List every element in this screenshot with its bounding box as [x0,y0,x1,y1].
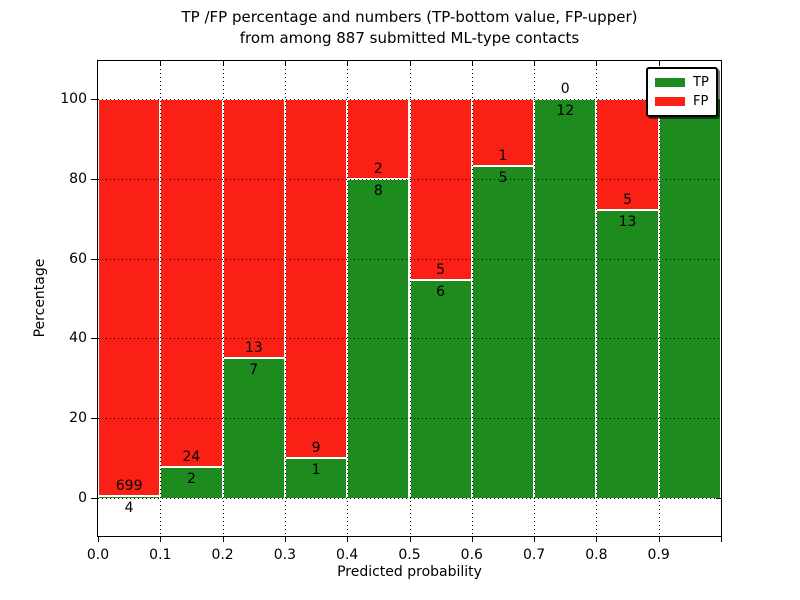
x-axis-tick [160,537,162,542]
x-tick-label: 0.3 [273,547,297,563]
legend-item-tp: TP [655,73,710,92]
bar-tp-count-label: 1 [311,462,321,479]
legend-label-fp: FP [693,94,709,109]
bar-tp-count-label: 4 [124,499,134,516]
bar-tp-segment [222,358,285,498]
gridline-vertical [596,61,598,536]
bar-tp-segment [471,165,535,498]
x-axis-tick [596,537,598,542]
bar-tp-count-label: 13 [618,213,637,230]
x-tick-label: 0.2 [211,547,234,563]
x-tick-label: 0.0 [86,547,110,563]
legend: TP FP [646,67,718,117]
x-tick-label: 0.4 [336,547,359,563]
legend-swatch-fp-icon [655,97,685,106]
y-tick-label: 60 [69,250,87,267]
x-axis-tick [98,537,99,542]
y-axis-tick [91,498,97,499]
gridline-vertical [347,61,349,536]
x-axis-tick [222,537,224,542]
x-axis-tick [534,537,536,542]
chart-title: TP /FP percentage and numbers (TP-bottom… [97,7,722,49]
x-axis-tick [409,537,411,542]
gridline-vertical [284,61,286,536]
y-axis-tick [91,258,97,260]
x-axis-tick [284,537,286,542]
bar-tp-count-label: 5 [498,169,508,186]
bar-tp-segment [284,458,348,498]
x-axis-tick [347,537,349,542]
gridline-vertical [658,61,660,536]
bar-tp-count-label: 12 [556,103,575,119]
legend-label-tp: TP [693,75,709,90]
bar-fp-count-label: 5 [623,191,633,208]
bar-fp-segment [98,99,161,496]
plot-area: TP FP 699424213791285615012513071 [97,60,722,537]
x-axis-label: Predicted probability [337,564,482,580]
bar-tp-segment [596,209,659,498]
bar-fp-segment [284,99,348,459]
x-tick-label: 0.6 [460,547,483,563]
bar-fp-segment [160,99,223,468]
y-axis-tick [91,99,97,100]
bar-fp-count-label: 5 [436,262,446,279]
bar-tp-segment [534,99,597,498]
gridline-vertical [534,61,536,536]
bar-tp-count-label: 2 [186,471,196,488]
x-tick-label: 0.9 [647,547,670,563]
y-tick-label: 100 [60,91,87,107]
x-axis-tick [471,537,473,542]
y-tick-label: 20 [69,410,87,427]
bar-fp-count-label: 1 [498,147,508,164]
y-tick-label: 80 [69,170,87,187]
bar-tp-segment [98,495,161,498]
bar-fp-count-label: 2 [373,160,383,177]
x-tick-label: 0.7 [522,547,546,563]
gridline-vertical [409,61,411,536]
x-axis-tick [658,537,660,542]
bar-fp-count-label: 24 [182,449,201,466]
gridline-vertical [471,61,473,536]
chart-title-line2: from among 887 submitted ML-type contact… [239,29,580,47]
x-tick-label: 0.1 [149,547,172,563]
bar-tp-segment [658,99,721,498]
bar-tp-count-label: 6 [436,284,446,301]
y-tick-label: 40 [69,330,87,347]
bar-fp-count-label: 0 [560,81,570,97]
bar-fp-segment [409,99,472,281]
bar-tp-count-label: 7 [249,362,259,379]
x-tick-label: 0.5 [398,547,421,563]
bar-tp-count-label: 8 [373,182,383,199]
y-tick-label: 0 [78,490,87,506]
bar-fp-count-label: 9 [311,440,321,457]
x-axis-tick [721,537,722,542]
legend-item-fp: FP [655,92,710,111]
y-axis-tick [91,418,97,420]
gridline-vertical [160,61,162,536]
y-axis-tick [91,338,97,340]
legend-swatch-tp-icon [655,78,685,87]
y-axis-tick [91,178,97,180]
chart-title-line1: TP /FP percentage and numbers (TP-bottom… [181,8,638,26]
bar-fp-count-label: 13 [244,340,263,357]
gridline-vertical [222,61,224,536]
y-axis-label: Percentage [32,258,48,338]
bar-tp-segment [409,280,472,498]
x-tick-label: 0.8 [585,547,608,563]
bar-fp-count-label: 699 [115,477,143,494]
bar-fp-segment [222,99,285,359]
